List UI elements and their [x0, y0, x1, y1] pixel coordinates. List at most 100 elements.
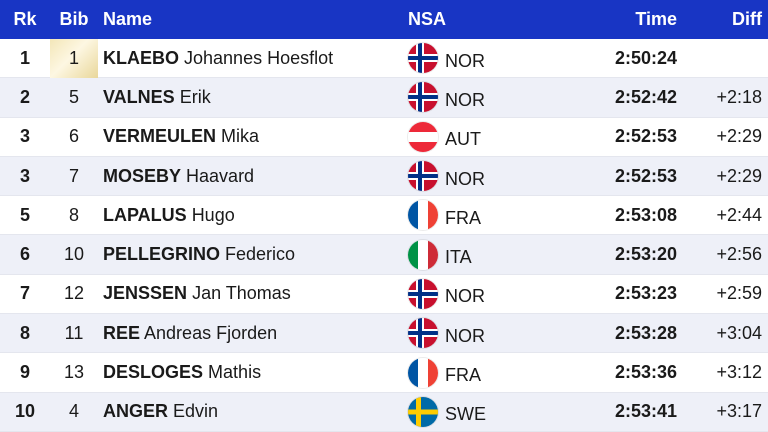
athlete-last-name: VERMEULEN [103, 126, 217, 147]
nsa-cell: FRA [408, 200, 481, 231]
time-cell: 2:52:53 [614, 165, 677, 186]
athlete-name[interactable]: JENSSEN Jan Thomas [103, 283, 291, 304]
bib-cell: 4 [68, 401, 79, 422]
table-row[interactable]: 1 1 KLAEBO Johannes Hoesflot NOR 2:50:24 [0, 39, 768, 79]
nsa-cell: NOR [408, 161, 485, 192]
athlete-name[interactable]: VERMEULEN Mika [103, 126, 259, 147]
bib-cell: 11 [64, 322, 84, 343]
nsa-code: SWE [445, 404, 487, 425]
france-flag-icon [408, 200, 438, 231]
table-row[interactable]: 8 11 REE Andreas Fjorden NOR 2:53:28 +3:04 [0, 314, 768, 354]
nsa-cell: NOR [408, 43, 485, 74]
header-bib[interactable]: Bib [59, 9, 89, 29]
nsa-code: NOR [445, 89, 485, 110]
time-cell: 2:52:42 [614, 86, 677, 107]
athlete-first-name: Andreas Fjorden [144, 322, 278, 343]
italy-flag-icon [408, 239, 438, 270]
rank-cell: 3 [19, 126, 30, 147]
time-cell: 2:53:23 [614, 283, 677, 304]
table-row[interactable]: 3 7 MOSEBY Haavard NOR 2:52:53 +2:29 [0, 156, 768, 197]
athlete-first-name: Erik [179, 86, 211, 107]
athlete-first-name: Johannes Hoesflot [184, 47, 334, 68]
rank-cell: 5 [19, 204, 30, 225]
time-cell: 2:53:08 [614, 204, 677, 225]
norway-flag-icon [408, 161, 438, 192]
athlete-first-name: Mika [221, 126, 260, 147]
athlete-name[interactable]: ANGER Edvin [103, 401, 218, 422]
athlete-name[interactable]: REE Andreas Fjorden [103, 323, 277, 344]
nsa-code: ITA [445, 247, 472, 268]
bib-cell: 6 [68, 126, 79, 147]
bib-cell: 8 [68, 204, 79, 225]
diff-cell: +2:44 [716, 204, 762, 225]
header-time[interactable]: Time [635, 9, 677, 29]
table-row[interactable]: 7 12 JENSSEN Jan Thomas NOR 2:53:23 +2:59 [0, 275, 768, 315]
table-row[interactable]: 2 5 VALNES Erik NOR 2:52:42 +2:18 [0, 78, 768, 118]
nsa-code: NOR [445, 325, 485, 346]
athlete-name[interactable]: KLAEBO Johannes Hoesflot [103, 48, 333, 69]
diff-cell: +2:29 [716, 126, 762, 147]
nsa-cell: AUT [408, 121, 481, 152]
time-cell: 2:53:41 [614, 401, 677, 422]
header-nsa[interactable]: NSA [408, 9, 447, 29]
athlete-name[interactable]: VALNES Erik [103, 87, 211, 108]
table-row[interactable]: 10 4 ANGER Edvin SWE 2:53:41 +3:17 [0, 392, 768, 432]
nsa-cell: NOR [408, 278, 485, 309]
athlete-name[interactable]: DESLOGES Mathis [103, 362, 261, 383]
athlete-first-name: Federico [225, 244, 296, 265]
diff-cell: +2:56 [716, 244, 762, 265]
header-rank[interactable]: Rk [13, 9, 37, 29]
table-row[interactable]: 9 13 DESLOGES Mathis FRA 2:53:36 +3:12 [0, 353, 768, 393]
rank-cell: 9 [19, 362, 30, 383]
table-row[interactable]: 6 10 PELLEGRINO Federico ITA 2:53:20 +2:56 [0, 235, 768, 275]
rank-cell: 2 [19, 86, 30, 107]
nsa-code: NOR [445, 168, 485, 189]
norway-flag-icon [408, 82, 438, 113]
time-cell: 2:53:28 [614, 322, 677, 343]
sweden-flag-icon [408, 396, 438, 427]
nsa-code: FRA [445, 207, 481, 228]
norway-flag-icon [408, 318, 438, 349]
athlete-last-name: MOSEBY [103, 165, 182, 186]
header-diff[interactable]: Diff [732, 9, 762, 29]
table-row[interactable]: 5 8 LAPALUS Hugo FRA 2:53:08 +2:44 [0, 196, 768, 236]
athlete-first-name: Jan Thomas [192, 283, 291, 304]
bib-cell: 10 [63, 244, 85, 265]
athlete-last-name: DESLOGES [103, 362, 204, 383]
table-body: 1 1 KLAEBO Johannes Hoesflot NOR 2:50:24 2 5 VA… [0, 39, 768, 432]
athlete-name[interactable]: LAPALUS Hugo [103, 205, 235, 226]
athlete-name[interactable]: PELLEGRINO Federico [103, 244, 295, 265]
nsa-code: NOR [445, 286, 485, 307]
bib-cell: 5 [68, 86, 79, 107]
diff-cell: +3:12 [716, 362, 762, 383]
france-flag-icon [408, 357, 438, 388]
nsa-cell: SWE [408, 396, 487, 427]
header-name[interactable]: Name [103, 9, 153, 29]
bib-cell: 1 [68, 47, 79, 68]
bib-cell: 7 [68, 165, 79, 186]
bib-cell: 12 [63, 283, 85, 304]
time-cell: 2:53:36 [614, 362, 677, 383]
athlete-name[interactable]: MOSEBY Haavard [103, 166, 254, 187]
athlete-last-name: LAPALUS [103, 204, 187, 225]
rank-cell: 8 [19, 322, 30, 343]
athlete-last-name: ANGER [103, 401, 169, 422]
diff-cell: +2:29 [716, 165, 762, 186]
norway-flag-icon [408, 278, 438, 309]
athlete-last-name: PELLEGRINO [103, 244, 221, 265]
nsa-cell: NOR [408, 318, 485, 349]
austria-flag-icon [408, 121, 438, 152]
table-row[interactable]: 3 6 VERMEULEN Mika AUT 2:52:53 +2:29 [0, 118, 768, 157]
time-cell: 2:52:53 [614, 126, 677, 147]
athlete-first-name: Edvin [173, 401, 219, 422]
rank-cell: 1 [19, 47, 30, 68]
time-cell: 2:53:20 [614, 244, 677, 265]
athlete-last-name: JENSSEN [103, 283, 188, 304]
diff-cell: +3:04 [716, 322, 762, 343]
rank-cell: 10 [14, 401, 36, 422]
time-cell: 2:50:24 [614, 47, 677, 68]
rank-cell: 6 [19, 244, 30, 265]
nsa-cell: NOR [408, 82, 485, 113]
nsa-cell: FRA [408, 357, 481, 388]
